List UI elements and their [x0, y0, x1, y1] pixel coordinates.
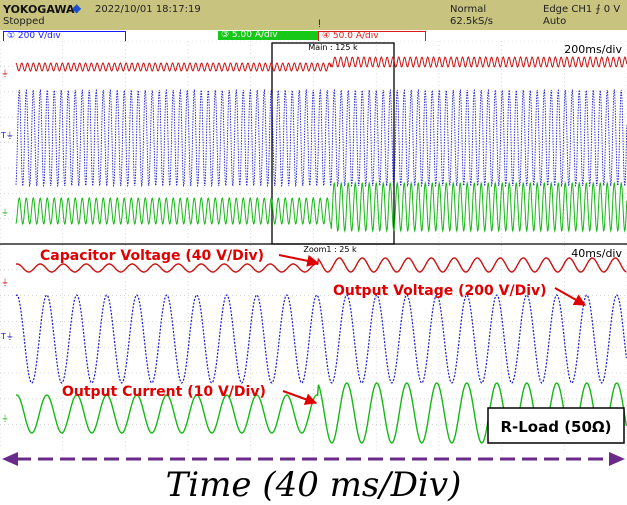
svg-text:⏚: ⏚ — [1, 414, 9, 423]
arrow-right-icon — [609, 452, 625, 466]
svg-text:⏚: ⏚ — [1, 69, 9, 78]
svg-text:⏚: ⏚ — [1, 278, 9, 287]
capacitor-voltage-label: Capacitor Voltage (40 V/Div) — [40, 248, 264, 264]
trigger-mode: Auto — [543, 16, 567, 27]
zoom-output-current-trace — [15, 382, 627, 444]
output-current-label: Output Current (10 V/Div) — [62, 384, 266, 400]
main-output-current-trace — [15, 181, 627, 233]
scope-header: YOKOGAWA ◆ 2022/10/01 18:17:19 Stopped ᴉ… — [0, 0, 627, 30]
svg-text:⏚: ⏚ — [1, 208, 9, 217]
svg-text:T⏚: T⏚ — [0, 131, 14, 140]
arrow-left-icon — [2, 452, 18, 466]
zoom-output-voltage-trace — [15, 294, 627, 384]
output-voltage-label: Output Voltage (200 V/Div) — [333, 283, 547, 299]
brand-logo: YOKOGAWA — [3, 3, 75, 16]
trigger-marker-icon: ᴉ — [318, 17, 321, 28]
sample-rate: 62.5kS/s — [450, 16, 493, 27]
zoom-window[interactable] — [271, 42, 395, 245]
diamond-icon: ◆ — [72, 1, 82, 15]
channel-3-setting[interactable]: ③ 5.00 A/div — [218, 31, 319, 40]
time-axis-label: Time (40 ms/Div) — [165, 465, 462, 505]
acquisition-mode: Normal — [450, 4, 487, 15]
main-record-length: Main : 125 k — [308, 43, 358, 52]
channel-bar: ① 200 V/div ③ 5.00 A/div ④ 50.0 A/div — [0, 30, 627, 42]
zoom-timebase: 40ms/div — [571, 247, 622, 260]
zoom-record-length: Zoom1 : 25 k — [303, 245, 357, 254]
main-capacitor-voltage-trace — [15, 56, 627, 72]
acquisition-status: Stopped — [3, 16, 45, 27]
acquisition-datetime: 2022/10/01 18:17:19 — [95, 4, 201, 15]
waveform-display: Main : 125 k 200ms/div Zoom1 : 25 k 40ms… — [0, 40, 627, 450]
zoom-capacitor-voltage-trace — [15, 257, 627, 273]
time-arrow — [2, 452, 625, 466]
main-timebase: 200ms/div — [564, 43, 622, 56]
svg-text:T⏚: T⏚ — [0, 332, 14, 341]
channel-markers: ⏚ T⏚ ⏚ ⏚ T⏚ ⏚ — [0, 69, 14, 423]
load-label: R-Load (50Ω) — [500, 418, 611, 436]
main-output-voltage-trace — [15, 88, 627, 188]
load-label-box — [487, 407, 625, 444]
trigger-source: Edge CH1 ⨍ 0 V — [543, 4, 621, 15]
